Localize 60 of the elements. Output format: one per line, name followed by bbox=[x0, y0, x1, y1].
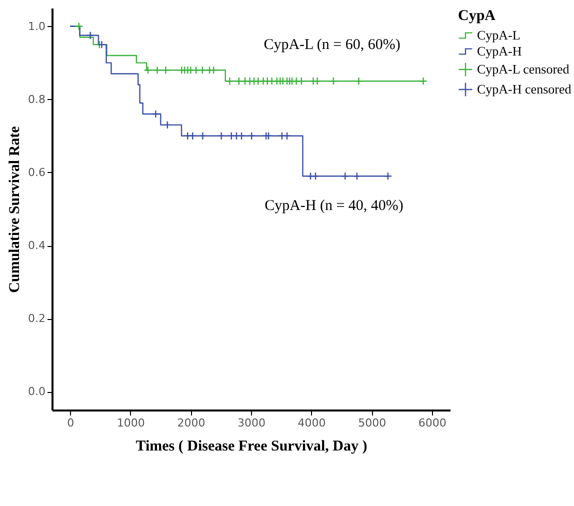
point bbox=[254, 76, 262, 86]
point bbox=[144, 66, 152, 74]
point bbox=[152, 110, 160, 118]
legend-label: CypA-H censored bbox=[477, 82, 572, 96]
point bbox=[209, 66, 218, 74]
y-tick-label: 0.6 bbox=[28, 166, 46, 179]
point bbox=[163, 120, 172, 130]
x-tick-label: 5000 bbox=[358, 416, 386, 430]
point bbox=[74, 22, 84, 30]
x-tick-label: 1000 bbox=[116, 416, 145, 430]
x-tick-label: 3000 bbox=[238, 416, 266, 430]
point bbox=[183, 132, 192, 140]
point bbox=[297, 76, 306, 86]
point bbox=[198, 66, 207, 74]
x-tick-label: 6000 bbox=[418, 416, 446, 430]
x-tick-label: 4000 bbox=[298, 416, 326, 430]
x-axis-title: Times ( Disease Free Survival, Day ) bbox=[136, 438, 368, 454]
y-tick-label: 0.2 bbox=[28, 312, 46, 326]
point bbox=[384, 172, 392, 180]
point bbox=[198, 132, 207, 140]
point bbox=[188, 132, 197, 140]
annotation: CypA-L (n = 60, 60%) bbox=[264, 37, 400, 53]
point bbox=[419, 76, 428, 86]
y-tick-label: 0.4 bbox=[28, 239, 46, 252]
legend-title: CypA bbox=[458, 8, 496, 24]
y-axis-title: Cumulative Survival Rate bbox=[7, 126, 24, 293]
y-tick-label: 0.8 bbox=[28, 92, 46, 106]
point bbox=[237, 132, 246, 140]
legend-label: CypA-H bbox=[477, 44, 522, 58]
point bbox=[226, 76, 234, 86]
point bbox=[268, 76, 276, 86]
point bbox=[86, 31, 94, 40]
x-tick-label: 0 bbox=[67, 416, 74, 430]
point bbox=[313, 76, 322, 86]
point bbox=[234, 76, 244, 86]
point bbox=[192, 66, 200, 74]
point bbox=[306, 172, 315, 180]
x-tick-label: 2000 bbox=[177, 416, 206, 430]
point bbox=[264, 132, 273, 140]
point bbox=[247, 132, 256, 140]
point bbox=[340, 172, 350, 180]
point bbox=[292, 76, 300, 86]
annotation: CypA-H (n = 40, 40%) bbox=[264, 198, 404, 214]
point bbox=[98, 40, 106, 49]
y-tick-label: 1.0 bbox=[28, 20, 46, 33]
point bbox=[354, 76, 363, 86]
point bbox=[311, 172, 320, 180]
legend-label: CypA-L censored bbox=[477, 62, 570, 76]
point bbox=[282, 132, 292, 140]
y-tick-label: 0.0 bbox=[28, 385, 46, 398]
point bbox=[329, 76, 338, 86]
point bbox=[217, 132, 226, 140]
point bbox=[227, 132, 236, 140]
legend-label: CypA-L bbox=[477, 28, 520, 42]
point bbox=[153, 66, 162, 74]
point bbox=[278, 132, 286, 140]
point bbox=[232, 132, 241, 140]
point bbox=[352, 172, 362, 180]
point bbox=[240, 76, 250, 86]
point bbox=[162, 66, 170, 74]
